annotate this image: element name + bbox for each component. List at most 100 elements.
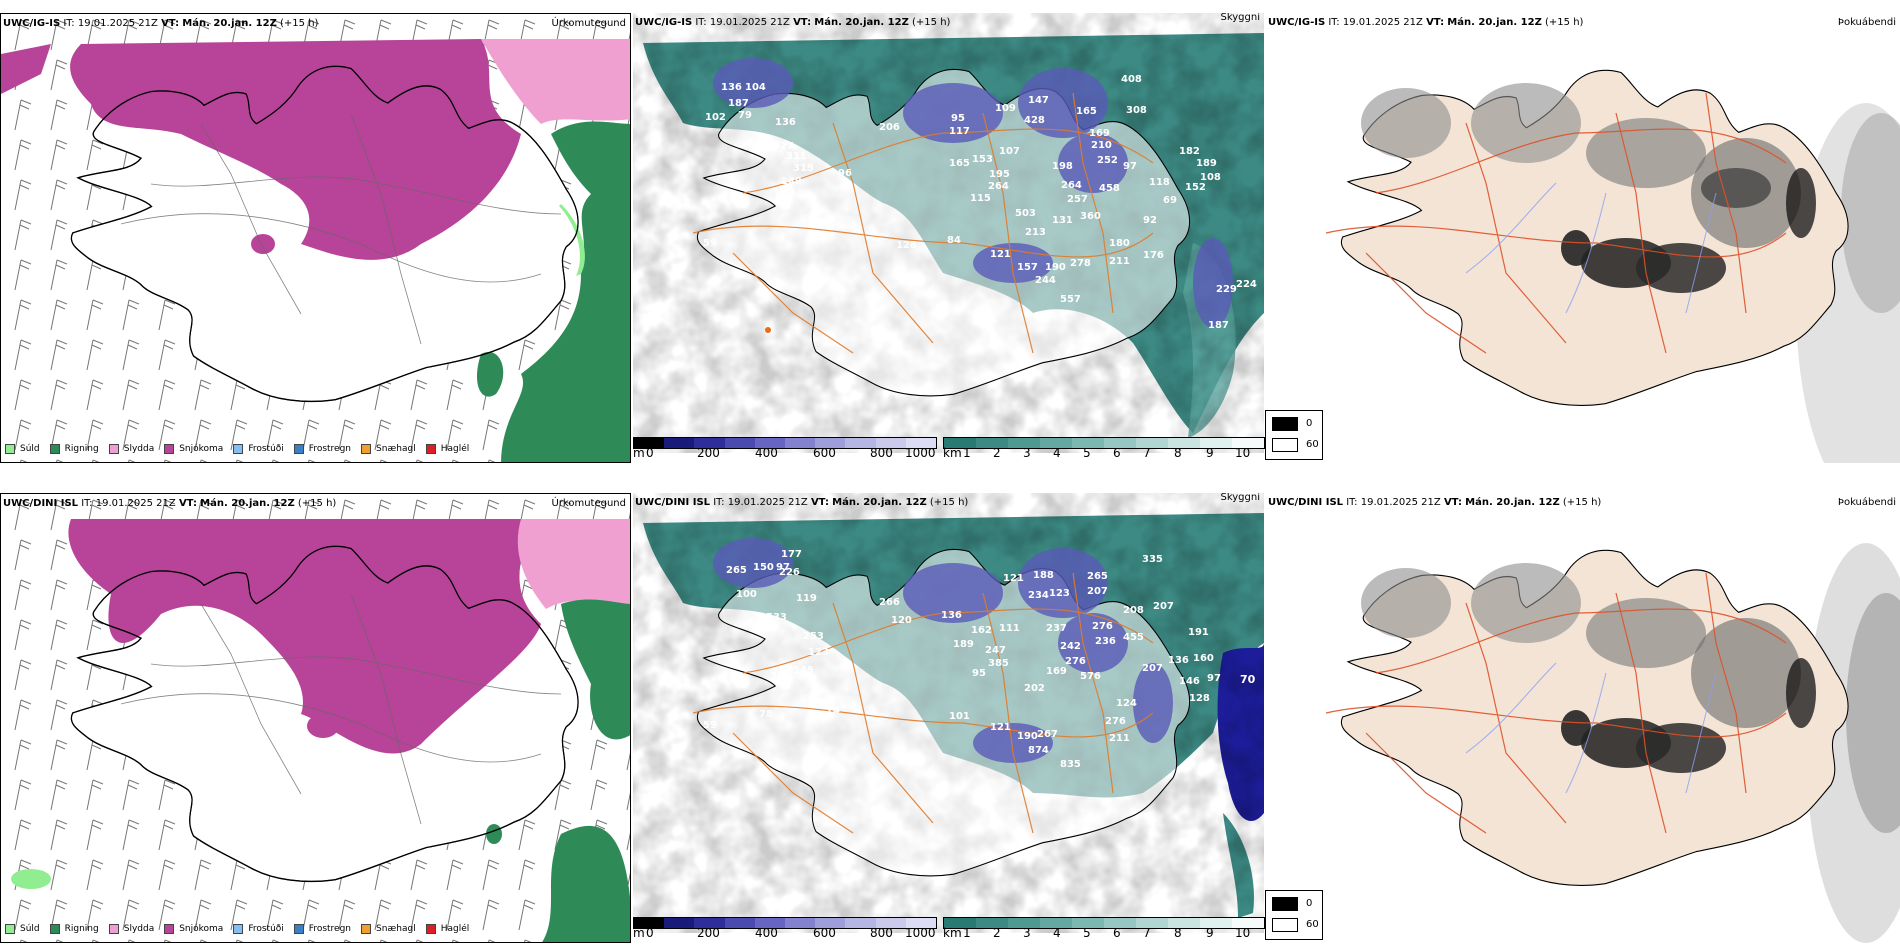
- vis-label: 165: [949, 158, 970, 169]
- legend-item: Snjókoma: [164, 924, 223, 934]
- legend-label: Slydda: [123, 444, 155, 454]
- vis-color-step: [1104, 438, 1136, 448]
- legend-item: Frostregn: [293, 444, 352, 454]
- fog-tick: 60: [1306, 919, 1319, 930]
- height-color-step: [694, 438, 725, 448]
- vis-label: 97: [1207, 673, 1221, 684]
- vis-color-step: [944, 438, 976, 448]
- vis-label: 315: [793, 163, 814, 174]
- vis-color-step: [1040, 438, 1072, 448]
- height-colorbar-bottom: [633, 917, 937, 929]
- panel-header: UWC/DINI ISL IT: 19.01.2025 21Z VT: Mán.…: [635, 493, 1260, 508]
- vis-label: 236: [1095, 636, 1116, 647]
- height-color-step: [905, 918, 937, 928]
- vis-label: 211: [1109, 256, 1130, 267]
- valid-label: VT:: [178, 498, 197, 509]
- drizzle-edge: [559, 204, 585, 276]
- visibility-map-bottom: 265 150 97 100 119 533 253 123 300 145 7…: [633, 493, 1264, 933]
- visibility-value-labels: 136 104 187 79 102 136 627 311 315 149 1…: [703, 74, 1257, 331]
- legend-label: Slydda: [123, 924, 155, 934]
- vis-color-step: [1232, 438, 1264, 448]
- terrain-height-patches: [713, 58, 1233, 328]
- vis-label: 455: [1123, 632, 1144, 643]
- height-tick: 600: [813, 926, 836, 940]
- vis-color-step: [1136, 438, 1168, 448]
- precip-map-bottom: [1, 494, 630, 942]
- fog-panel-top: UWC/IG-IS IT: 19.01.2025 21Z VT: Mán. 20…: [1266, 13, 1900, 463]
- vis-label: 187: [728, 98, 749, 109]
- legend-label: Frostregn: [308, 444, 352, 454]
- legend-swatch: [49, 444, 60, 454]
- legend-item: Rigning: [49, 444, 99, 454]
- vis-label: 224: [1236, 279, 1257, 290]
- legend-swatch: [293, 444, 304, 454]
- lead-time: (+15 h): [912, 17, 951, 28]
- vis-color-step: [1072, 438, 1104, 448]
- height-tick: 1000: [905, 446, 936, 460]
- valid-time: Mán. 20.jan. 12Z: [1447, 17, 1542, 28]
- valid-time: Mán. 20.jan. 12Z: [182, 18, 277, 29]
- vis-color-step: [1200, 918, 1232, 928]
- sleet-area: [517, 519, 630, 609]
- legend-swatch: [425, 924, 436, 934]
- legend-label: Haglél: [440, 924, 470, 934]
- roads: [1325, 572, 1787, 834]
- legend-swatch: [361, 444, 372, 454]
- vis-tick: 9: [1206, 446, 1214, 460]
- issue-time: 19.01.2025 21Z: [95, 498, 176, 509]
- vis-label: 308: [1126, 105, 1147, 116]
- vis-tick: 2: [993, 446, 1001, 460]
- issue-time: 19.01.2025 21Z: [1342, 17, 1423, 28]
- vis-label: 160: [1193, 653, 1214, 664]
- visibility-value-labels: 265 150 97 100 119 533 253 123 300 145 7…: [703, 549, 1256, 770]
- valid-label: VT:: [1426, 17, 1445, 28]
- vis-label: 267: [1037, 729, 1058, 740]
- vis-label: 123: [774, 188, 795, 199]
- vis-label: 360: [1080, 211, 1101, 222]
- panel-title: Skyggni: [1220, 13, 1260, 23]
- vis-label: 226: [779, 567, 800, 578]
- height-tick: 600: [813, 446, 836, 460]
- legend-swatch: [5, 924, 15, 934]
- valid-time: Mán. 20.jan. 12Z: [200, 498, 295, 509]
- height-tick: 0: [646, 446, 654, 460]
- height-color-step: [815, 918, 846, 928]
- vis-label: 182: [1179, 146, 1200, 157]
- valid-label: VT:: [810, 497, 829, 508]
- vis-tick: 4: [1053, 446, 1061, 460]
- panel-title: Úrkomutegund: [551, 18, 626, 29]
- vis-label: 136: [1168, 655, 1189, 666]
- vis-label: 121: [990, 249, 1011, 260]
- lead-time: (+15 h): [1562, 497, 1602, 508]
- valid-time: Mán. 20.jan. 12Z: [1465, 497, 1560, 508]
- vis-label: 202: [1024, 683, 1045, 694]
- precip-map-top: [1, 14, 630, 462]
- legend-item: Rigning: [49, 924, 99, 934]
- vis-label: 576: [1080, 671, 1101, 682]
- vis-label: 162: [971, 625, 992, 636]
- issue-label: IT:: [81, 498, 93, 509]
- vis-label: 100: [736, 589, 757, 600]
- vis-label: 131: [1052, 215, 1073, 226]
- visibility-colorbar-bottom: [943, 917, 1265, 929]
- panel-header: UWC/IG-IS IT: 19.01.2025 21Z VT: Mán. 20…: [635, 13, 1260, 28]
- fog-swatch-low: [1272, 417, 1298, 431]
- legend-item: Slydda: [108, 444, 155, 454]
- panel-title: Skyggni: [1220, 493, 1260, 503]
- vis-label: 276: [1105, 716, 1126, 727]
- vis-label: 102: [705, 112, 726, 123]
- roads: [692, 572, 1154, 834]
- issue-label: IT:: [1328, 17, 1340, 28]
- legend-swatch: [233, 924, 244, 934]
- legend-item: Snjókoma: [164, 444, 223, 454]
- model-name: UWC/DINI ISL: [1268, 497, 1344, 508]
- vis-tick: 8: [1174, 446, 1182, 460]
- vis-label: 128: [896, 240, 917, 251]
- issue-label: IT:: [63, 18, 75, 29]
- vis-label: 59: [703, 720, 717, 731]
- vis-label: 97: [1123, 161, 1137, 172]
- vis-label: 276: [1092, 621, 1113, 632]
- vis-color-step: [1232, 918, 1264, 928]
- height-tick: 800: [870, 926, 893, 940]
- vis-label: 627: [773, 141, 794, 152]
